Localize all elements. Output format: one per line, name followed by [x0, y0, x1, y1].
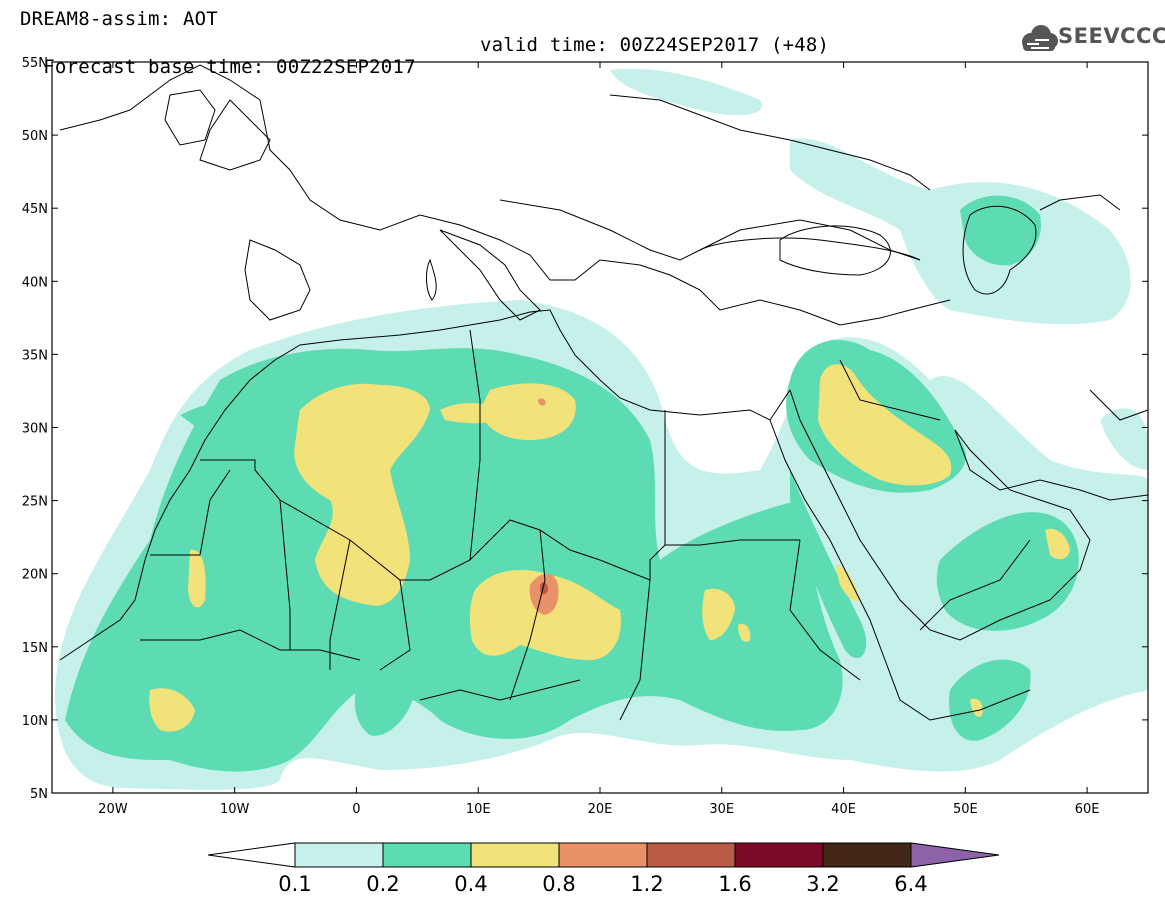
lon-label-10E: 10E — [466, 802, 491, 817]
lat-label-45N: 45N — [22, 202, 48, 217]
aot-band-0.4 — [149, 364, 1070, 732]
lon-label-10W: 10W — [220, 802, 250, 817]
lon-label-20E: 20E — [588, 802, 613, 817]
forecast-time-line: Forecast base time: 00Z22SEP2017 valid t… — [20, 34, 829, 100]
colorbar-tick-label: 0.8 — [542, 872, 575, 896]
lon-label-60E: 60E — [1075, 802, 1100, 817]
aot-shading — [55, 68, 1148, 790]
colorbar-over-triangle — [910, 842, 1000, 868]
colorbar-tick-label: 6.4 — [894, 872, 927, 896]
lat-label-5N: 5N — [30, 787, 48, 802]
lat-label-30N: 30N — [22, 422, 48, 437]
colorbar-swatch — [558, 842, 648, 868]
logo-text: SEEVCCC — [1058, 24, 1165, 48]
colorbar-swatch — [470, 842, 560, 868]
lat-label-10N: 10N — [22, 714, 48, 729]
lon-label-40E: 40E — [831, 802, 856, 817]
coastlines — [59, 64, 1148, 721]
lat-label-25N: 25N — [22, 495, 48, 510]
lat-label-35N: 35N — [22, 348, 48, 363]
colorbar-swatch — [734, 842, 824, 868]
colorbar-tick-label: 1.2 — [630, 872, 663, 896]
lat-label-50N: 50N — [22, 129, 48, 144]
colorbar-tick-label: 0.4 — [454, 872, 487, 896]
lat-label-20N: 20N — [22, 568, 48, 583]
colorbar-swatch — [294, 842, 384, 868]
lon-label-30E: 30E — [709, 802, 734, 817]
colorbar-tick-label: 0.2 — [366, 872, 399, 896]
lat-label-15N: 15N — [22, 641, 48, 656]
colorbar-tick-label: 1.6 — [718, 872, 751, 896]
lon-label-0: 0 — [352, 802, 360, 817]
valid-time: valid time: 00Z24SEP2017 (+48) — [480, 34, 830, 56]
colorbar-swatch — [646, 842, 736, 868]
colorbar-under-triangle — [207, 842, 296, 868]
cloud-icon — [1022, 25, 1058, 51]
colorbar-tick-label: 0.1 — [278, 872, 311, 896]
colorbar-swatch — [822, 842, 912, 868]
longitude-axis: 20W 10W 0 10E 20E 30E 40E 50E 60E — [98, 802, 1099, 817]
lat-label-55N: 55N — [22, 56, 48, 71]
colorbar-tick-label: 3.2 — [806, 872, 839, 896]
lon-label-50E: 50E — [953, 802, 978, 817]
colorbar: 0.1 0.2 0.4 0.8 1.2 1.6 3.2 6.4 — [207, 842, 1000, 896]
axis-ticks — [52, 61, 1148, 794]
map-title: DREAM8-assim: AOT — [20, 8, 218, 30]
lon-label-20W: 20W — [98, 802, 128, 817]
colorbar-swatch — [382, 842, 472, 868]
latitude-axis: 55N 50N 45N 40N 35N 30N 25N 20N 15N 10N 5N — [22, 56, 48, 802]
lat-label-40N: 40N — [22, 275, 48, 290]
